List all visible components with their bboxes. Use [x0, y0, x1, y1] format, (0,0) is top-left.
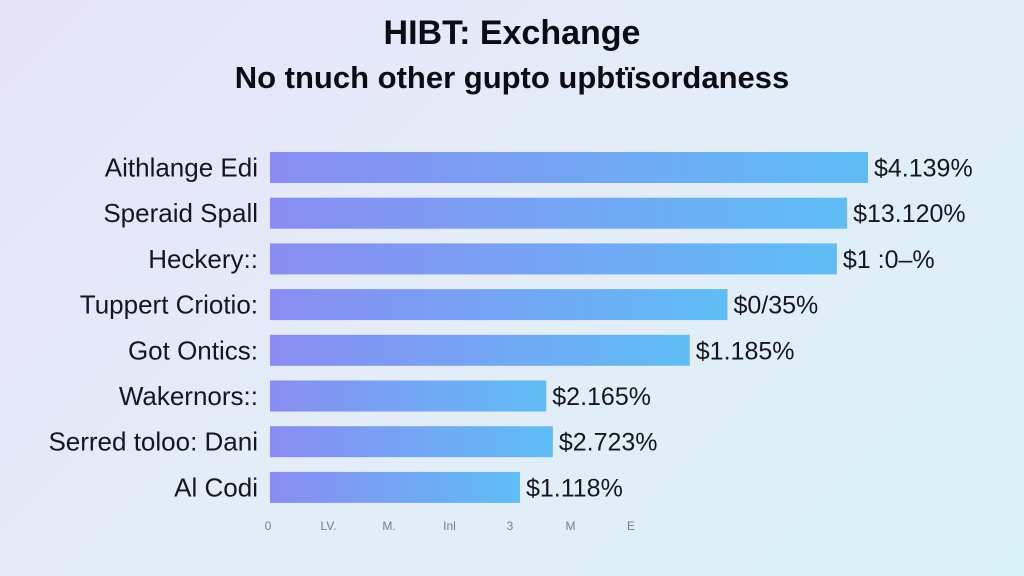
- chart-subtitle: No tnuch other gupto upbtïsordaness: [234, 60, 790, 95]
- category-label: Wakernors::: [119, 381, 258, 411]
- bar: [270, 471, 520, 503]
- category-label: Speraid Spall: [103, 198, 258, 228]
- category-label: Serred toloo: Dani: [48, 427, 258, 457]
- value-label: $0/35%: [733, 292, 818, 320]
- value-label: $4.139%: [874, 155, 973, 183]
- bar: [270, 197, 848, 229]
- bar: [270, 243, 837, 275]
- category-label: Al Codi: [174, 472, 258, 502]
- bars-group: Aithlange Edi $4.139% Speraid Spall $13.120…: [48, 152, 973, 503]
- x-tick-label: M.: [382, 519, 395, 533]
- bar: [270, 426, 553, 458]
- x-tick-label: E: [627, 519, 635, 533]
- bar: [270, 289, 728, 321]
- chart-title: HIBT: Exchange: [383, 14, 641, 52]
- bar: [270, 380, 547, 412]
- bar: [270, 152, 868, 183]
- category-label: Aithlange Edi: [105, 153, 258, 183]
- value-label: $1 :0–%: [843, 246, 935, 274]
- x-tick-label: Inl: [443, 519, 456, 533]
- x-axis-ticks: 0 LV. M. Inl 3 M E: [265, 519, 635, 533]
- category-label: Heckery::: [148, 244, 258, 274]
- bar: [270, 334, 690, 366]
- x-tick-label: 3: [507, 519, 514, 533]
- category-label: Tuppert Criotio:: [80, 290, 258, 320]
- value-label: $13.120%: [853, 200, 966, 228]
- x-tick-label: M: [566, 519, 576, 533]
- x-tick-label: 0: [265, 519, 272, 533]
- value-label: $1.118%: [526, 474, 623, 502]
- category-label: Got Ontics:: [128, 335, 258, 365]
- value-label: $1.185%: [696, 337, 795, 365]
- x-tick-label: LV.: [320, 519, 336, 533]
- value-label: $2.723%: [559, 429, 658, 457]
- value-label: $2.165%: [552, 383, 651, 411]
